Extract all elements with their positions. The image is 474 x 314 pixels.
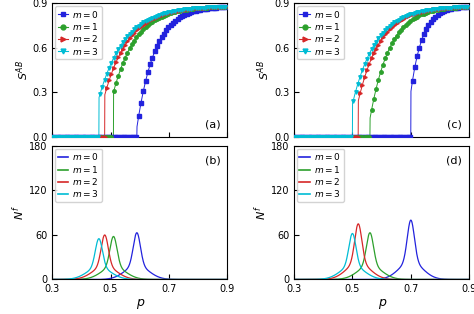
X-axis label: p: p [136, 296, 144, 309]
Text: (c): (c) [447, 120, 462, 130]
Y-axis label: $N^f$: $N^f$ [11, 205, 27, 220]
Legend: $m =0$, $m =1$, $m =2$, $m =3$: $m =0$, $m =1$, $m =2$, $m =3$ [55, 149, 101, 202]
Y-axis label: $S^{AB}$: $S^{AB}$ [14, 60, 31, 80]
Y-axis label: $S^{AB}$: $S^{AB}$ [256, 60, 273, 80]
Y-axis label: $N^f$: $N^f$ [253, 205, 269, 220]
Legend: $m =0$, $m =1$, $m =2$, $m =3$: $m =0$, $m =1$, $m =2$, $m =3$ [297, 149, 344, 202]
Text: (a): (a) [205, 120, 220, 130]
Text: (b): (b) [205, 155, 220, 165]
Text: (d): (d) [447, 155, 462, 165]
Legend: $m =0$, $m =1$, $m =2$, $m =3$: $m =0$, $m =1$, $m =2$, $m =3$ [297, 6, 344, 59]
Legend: $m =0$, $m =1$, $m =2$, $m =3$: $m =0$, $m =1$, $m =2$, $m =3$ [55, 6, 101, 59]
X-axis label: p: p [378, 296, 385, 309]
